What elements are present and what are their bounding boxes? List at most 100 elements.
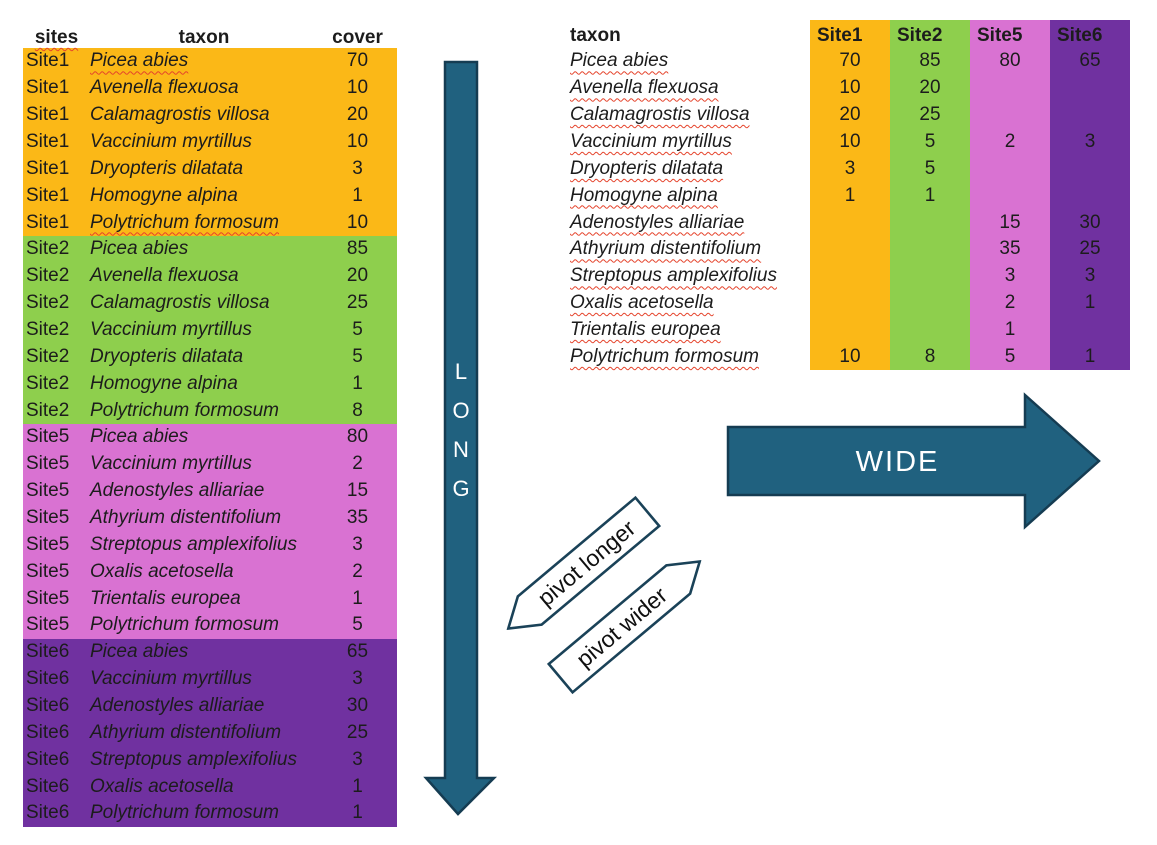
taxon-cell: Adenostyles alliariae [570,211,745,233]
site-cell: Site2 [26,265,70,287]
site2-value-cell [890,262,970,290]
site5-value-cell: 15 [970,209,1050,237]
site-cell: Site1 [26,50,70,72]
cover-cell: 25 [346,292,369,314]
taxon-cell: Streptopus amplexifolius [570,265,777,287]
site6-value-cell [1050,155,1130,183]
cover-cell: 1 [352,587,363,609]
site-cell: Site6 [26,802,70,824]
cover-cell: 35 [346,507,369,529]
site6-value-cell [1050,74,1130,102]
taxon-cell: Calamagrostis villosa [90,104,270,126]
site-cell: Site6 [26,641,70,663]
long-table-row: Site6 Streptopus amplexifolius 3 [23,746,397,774]
taxon-cell: Polytrichum formosum [90,802,279,824]
wide-format-table: taxon Site1 Site2 Site5 Site6 Picea abie… [565,20,1130,371]
site1-value-cell: 1 [810,182,890,210]
taxon-cell: Calamagrostis villosa [570,104,750,126]
long-table-row: Site6 Athyrium distentifolium 25 [23,719,397,747]
cover-cell: 1 [352,775,363,797]
long-table-row: Site2 Dryopteris dilatata 5 [23,343,397,371]
pivot-wider-pentagon-icon [546,559,702,695]
wide-table-row: Homogyne alpina 1 1 [565,182,1130,210]
cover-cell: 3 [352,533,363,555]
site-cell: Site5 [26,453,70,475]
site1-value-cell: 20 [810,101,890,129]
long-table-row: Site2 Avenella flexuosa 20 [23,262,397,290]
cover-cell: 3 [352,668,363,690]
cover-cell: 10 [346,77,369,99]
site-cell: Site5 [26,533,70,555]
site5-value-cell [970,182,1050,210]
site-cell: Site1 [26,211,70,233]
cover-cell: 2 [352,560,363,582]
site2-value-cell: 1 [890,182,970,210]
taxon-cell: Picea abies [90,50,189,72]
taxon-cell: Vaccinium myrtillus [90,453,252,475]
taxon-cell: Streptopus amplexifolius [90,533,297,555]
site1-value-cell [810,209,890,237]
taxon-cell: Dryopteris dilatata [570,157,724,179]
taxon-cell: Dryopteris dilatata [90,345,244,367]
taxon-cell: Streptopus amplexifolius [90,748,297,770]
site-cell: Site5 [26,614,70,636]
wide-table-row: Adenostyles alliariae 15 30 [565,209,1130,237]
long-table-header-row: sites taxon cover [23,25,397,48]
taxon-cell: Homogyne alpina [90,184,238,206]
wide-header-site2: Site2 [890,20,970,48]
site5-value-cell: 5 [970,343,1050,371]
site-cell: Site5 [26,587,70,609]
site-cell: Site2 [26,372,70,394]
taxon-cell: Adenostyles alliariae [90,480,265,502]
wide-table-row: Avenella flexuosa 10 20 [565,74,1130,102]
long-table-row: Site2 Polytrichum formosum 8 [23,397,397,425]
taxon-cell: Vaccinium myrtillus [570,131,732,152]
site1-value-cell: 70 [810,48,890,75]
site-cell: Site2 [26,399,70,421]
wide-table-row: Calamagrostis villosa 20 25 [565,101,1130,129]
taxon-cell: Oxalis acetosella [90,560,234,582]
site6-value-cell [1050,316,1130,344]
taxon-cell: Trientalis europea [90,587,241,609]
cover-cell: 3 [352,748,363,770]
wide-header-site1: Site1 [810,20,890,48]
site-cell: Site2 [26,345,70,367]
site-cell: Site2 [26,292,70,314]
taxon-cell: Picea abies [90,426,189,448]
cover-cell: 5 [352,345,363,367]
taxon-cell: Oxalis acetosella [570,292,714,314]
site5-value-cell: 2 [970,289,1050,317]
taxon-cell: Calamagrostis villosa [90,292,270,314]
cover-cell: 10 [346,131,369,152]
taxon-cell: Homogyne alpina [570,184,718,206]
site-cell: Site1 [26,77,70,99]
site5-value-cell [970,74,1050,102]
site-cell: Site6 [26,775,70,797]
site-cell: Site5 [26,480,70,502]
taxon-cell: Adenostyles alliariae [90,695,265,717]
pivot-wider-shape: pivot wider [545,544,714,696]
taxon-cell: Polytrichum formosum [570,345,759,367]
taxon-cell: Avenella flexuosa [90,77,239,99]
wide-table-row: Dryopteris dilatata 3 5 [565,155,1130,183]
cover-cell: 30 [346,695,369,717]
wide-table-row: Trientalis europea 1 [565,316,1130,344]
site2-value-cell: 8 [890,343,970,371]
cover-cell: 85 [346,238,369,260]
site2-value-cell: 25 [890,101,970,129]
site-cell: Site2 [26,319,70,341]
cover-cell: 5 [352,614,363,636]
site6-value-cell: 1 [1050,289,1130,317]
long-table-row: Site2 Homogyne alpina 1 [23,370,397,398]
long-table-row: Site1 Vaccinium myrtillus 10 [23,128,397,156]
long-table-row: Site5 Picea abies 80 [23,424,397,451]
taxon-cell: Oxalis acetosella [90,775,234,797]
taxon-cell: Dryopteris dilatata [90,157,244,179]
taxon-cell: Polytrichum formosum [90,211,279,233]
long-table-row: Site1 Homogyne alpina 1 [23,182,397,210]
wide-arrow-label: WIDE [855,446,940,478]
site5-value-cell [970,155,1050,183]
long-table-row: Site2 Picea abies 85 [23,236,397,263]
site-cell: Site5 [26,426,70,448]
site1-value-cell: 10 [810,128,890,156]
